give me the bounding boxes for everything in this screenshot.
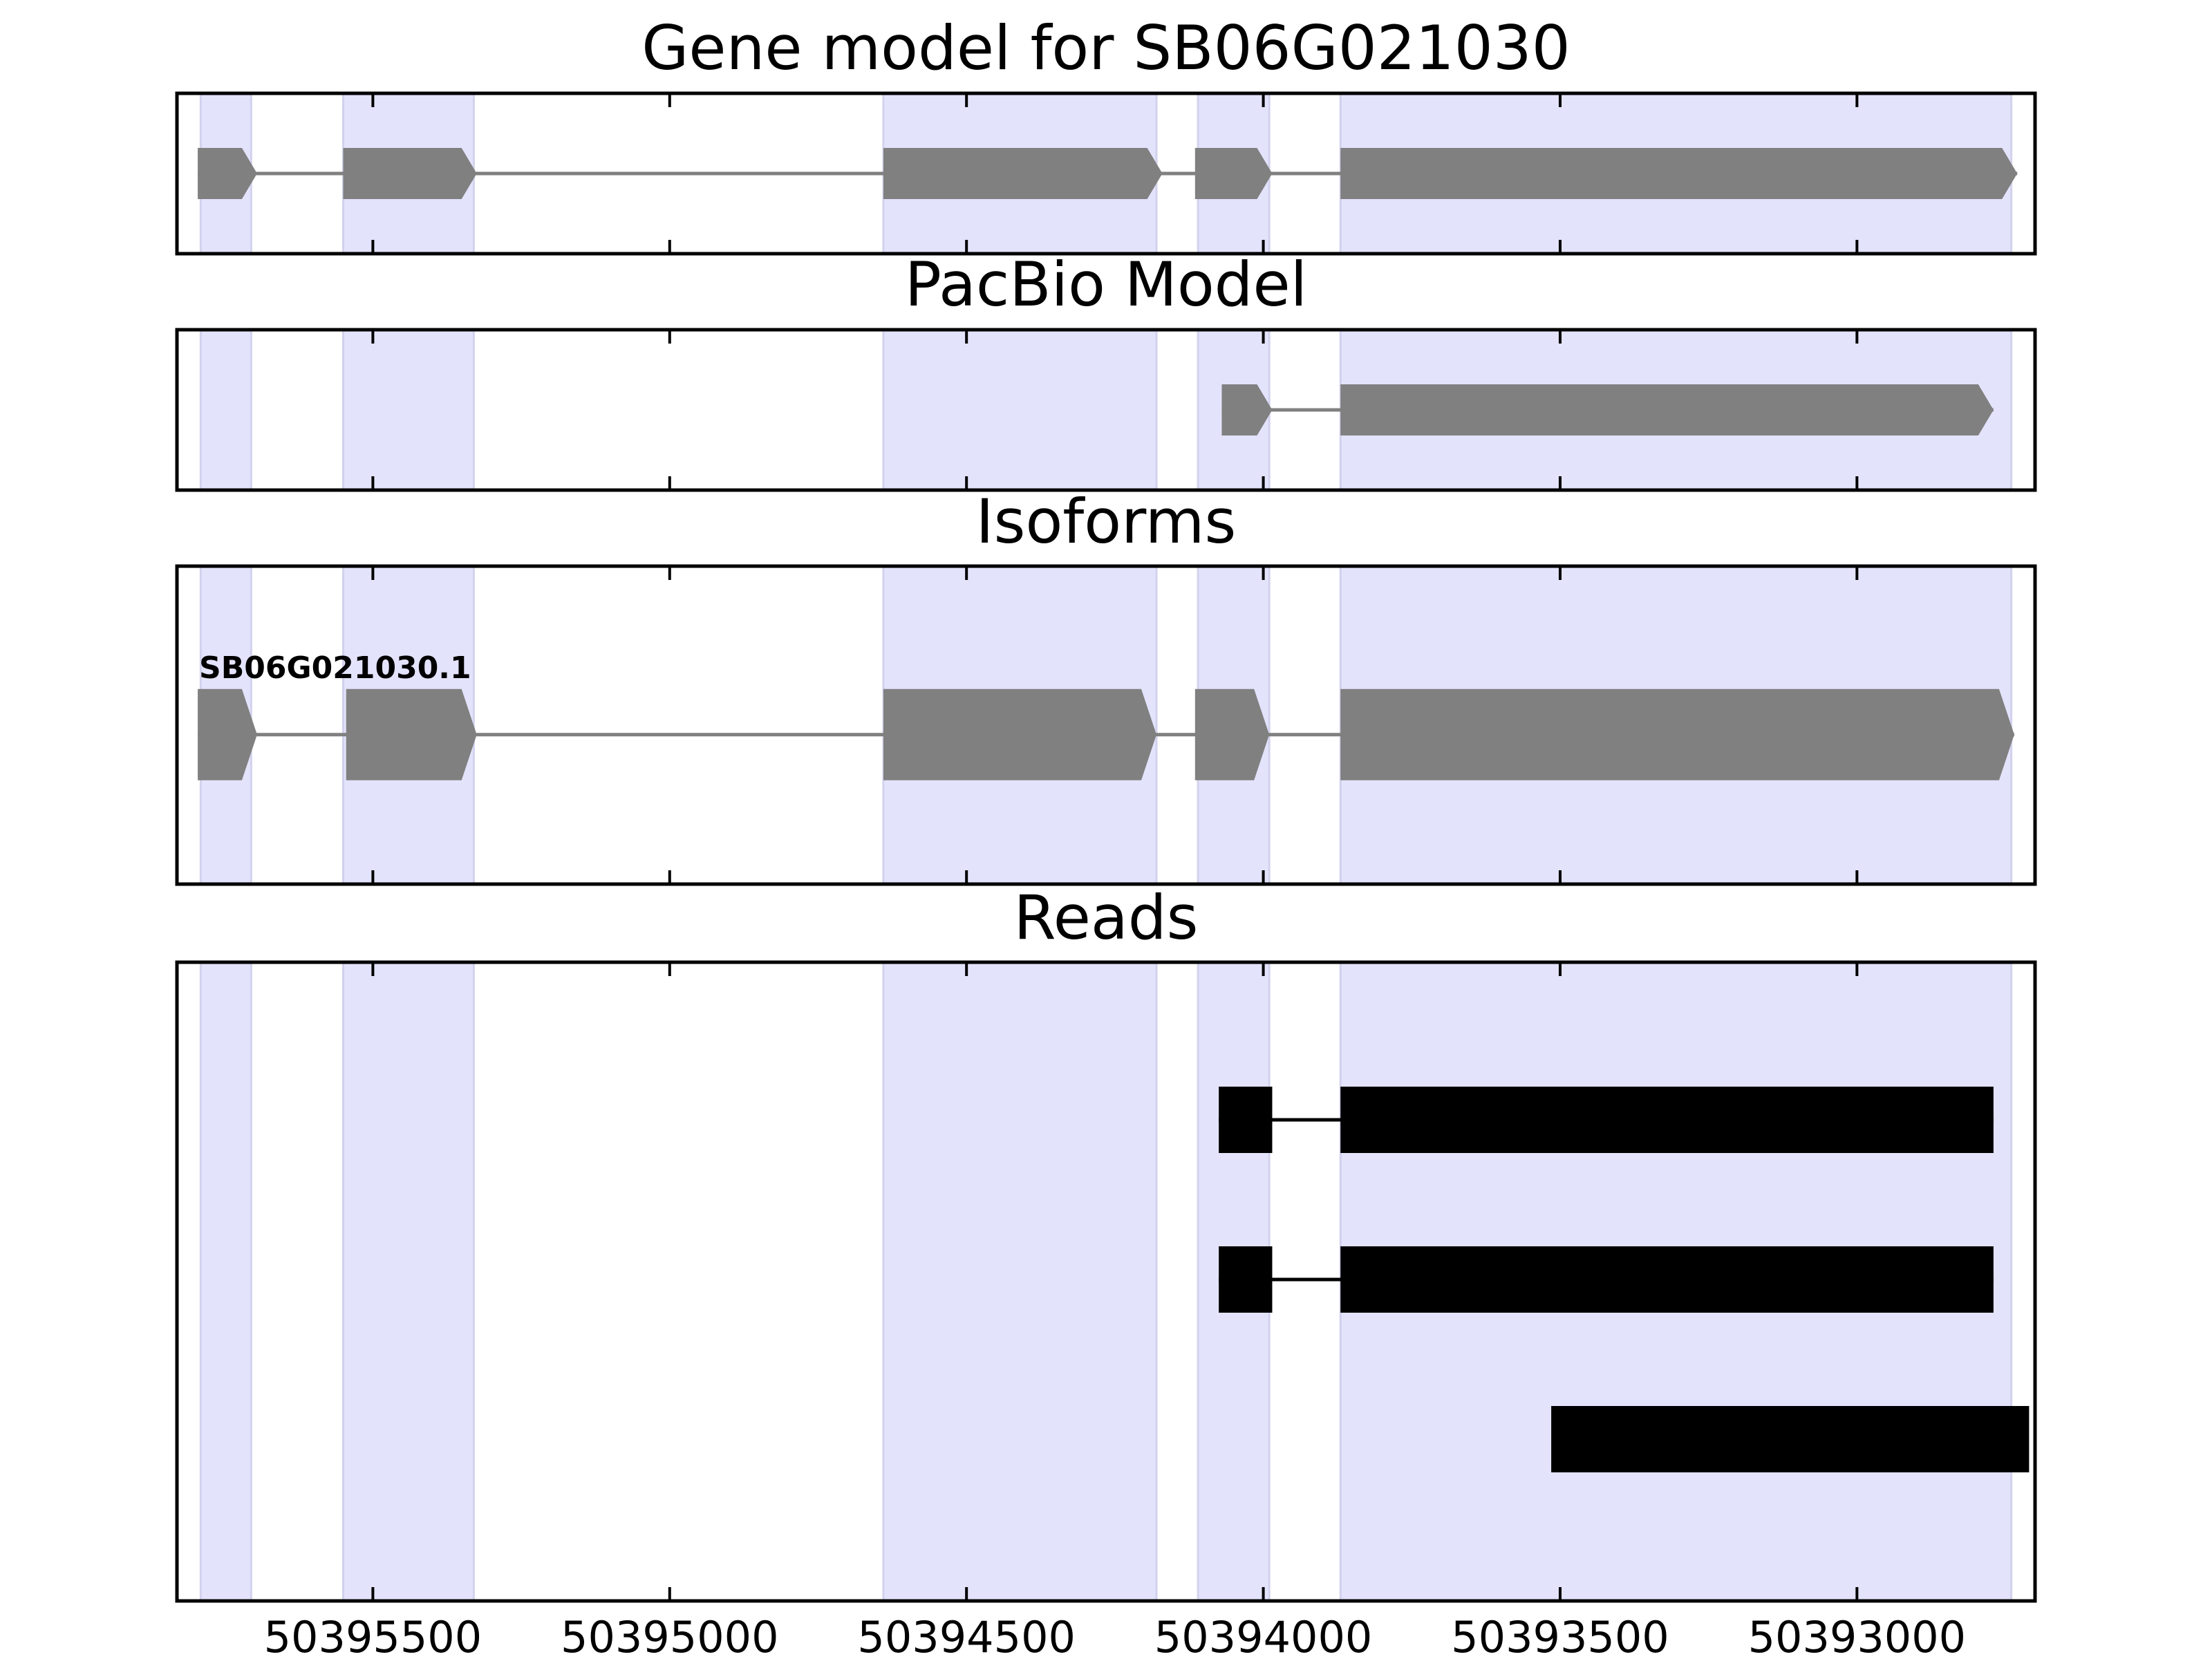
read-3 — [1551, 1406, 2030, 1472]
isoform-label: SB06G021030.1 — [199, 650, 471, 686]
panel-1: Gene model for SB06G021030 — [175, 12, 2037, 256]
shaded-region-3 — [882, 328, 1158, 491]
panel-title: Gene model for SB06G021030 — [641, 12, 1571, 84]
panel-3: Isoforms SB06G021030.1 — [175, 486, 2037, 886]
x-tick-label: 50393500 — [1451, 1612, 1669, 1659]
gene-feature — [1221, 384, 1994, 435]
shaded-region-1 — [199, 328, 252, 491]
exon-block-2 — [346, 688, 477, 780]
x-tick-label: 50395500 — [264, 1612, 482, 1659]
read-block-2 — [1340, 1246, 1994, 1313]
panel-frame — [175, 91, 2037, 256]
exon-block-1 — [198, 148, 257, 199]
exon-block-5 — [1340, 148, 2018, 199]
exon-block-5 — [1340, 688, 2014, 780]
exon-block-3 — [883, 688, 1156, 780]
x-tick-label: 50395000 — [561, 1612, 779, 1659]
exon-block-4 — [1194, 688, 1270, 780]
gene-feature — [198, 148, 2018, 199]
panel-frame — [175, 564, 2037, 886]
exon-block-1 — [198, 688, 257, 780]
read-block-1 — [1219, 1246, 1273, 1313]
panel-4: Reads 50395500 50395000 50394500 50394000 503… — [175, 882, 2037, 1659]
read-block-1 — [1551, 1406, 2030, 1472]
exon-block-4 — [1194, 148, 1273, 199]
exon-block-2 — [1340, 384, 1994, 435]
read-block-2 — [1340, 1087, 1994, 1153]
x-tick-label: 50393000 — [1748, 1612, 1967, 1659]
read-2 — [1219, 1246, 1994, 1313]
panel-title: Reads — [1014, 882, 1199, 953]
exon-block-2 — [343, 148, 477, 199]
panel-2: PacBio Model — [175, 249, 2037, 492]
shaded-region-2 — [341, 961, 475, 1602]
shaded-region-2 — [341, 328, 475, 491]
x-tick-label: 50394500 — [857, 1612, 1076, 1659]
shaded-region-3 — [882, 961, 1158, 1602]
panel-title: Isoforms — [976, 486, 1237, 557]
gene-feature: SB06G021030.1 — [198, 650, 2014, 780]
panel-frame — [175, 960, 2037, 1603]
exon-block-1 — [1221, 384, 1273, 435]
exon-block-3 — [883, 148, 1163, 199]
panel-frame — [175, 328, 2037, 492]
panel-title: PacBio Model — [905, 249, 1307, 320]
read-1 — [1219, 1087, 1994, 1153]
read-block-1 — [1219, 1087, 1273, 1153]
shaded-region-1 — [199, 961, 252, 1602]
x-tick-label: 50394000 — [1154, 1612, 1373, 1659]
